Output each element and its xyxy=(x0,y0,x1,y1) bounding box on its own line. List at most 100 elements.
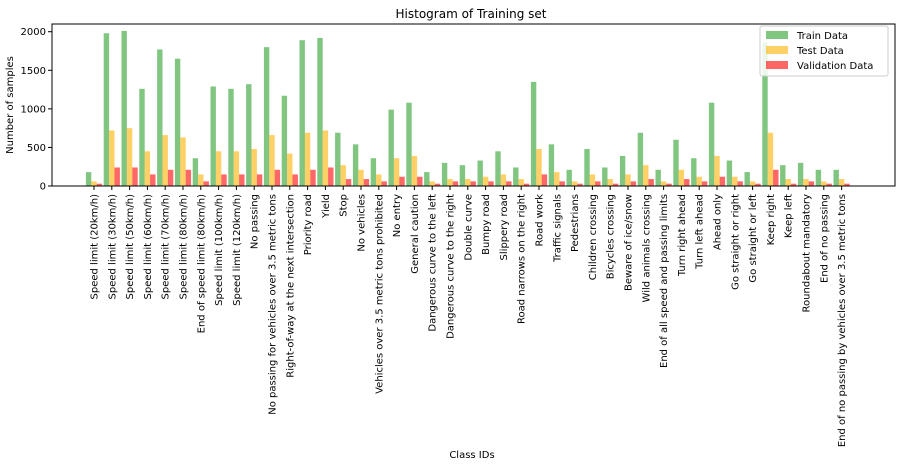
bar-train-data-5 xyxy=(174,58,181,186)
bar-test-data-20 xyxy=(447,179,453,186)
bar-train-data-13 xyxy=(317,37,323,186)
bar-validation-data-26 xyxy=(559,181,565,186)
bar-validation-data-34 xyxy=(701,181,708,186)
bar-validation-data-41 xyxy=(826,183,832,186)
bar-test-data-24 xyxy=(518,179,524,186)
bar-test-data-39 xyxy=(785,179,791,186)
bar-validation-data-14 xyxy=(345,179,352,186)
x-tick-label: Keep right xyxy=(766,194,777,245)
bar-test-data-8 xyxy=(233,151,240,186)
bar-test-data-40 xyxy=(803,179,809,186)
bar-test-data-29 xyxy=(607,179,613,186)
x-tick-label: Dangerous curve to the left xyxy=(428,194,439,332)
legend: Train Data Test Data Validation Data xyxy=(759,25,889,77)
x-tick-label: Stop xyxy=(339,194,350,217)
bar-validation-data-30 xyxy=(630,181,637,186)
bar-validation-data-24 xyxy=(523,183,530,186)
bar-test-data-5 xyxy=(180,137,186,186)
bar-train-data-4 xyxy=(157,49,163,187)
bar-validation-data-27 xyxy=(577,183,583,186)
legend-swatch-test-data xyxy=(766,46,788,54)
bar-train-data-3 xyxy=(139,88,145,186)
x-tick-label: No passing for vehicles over 3.5 metric … xyxy=(268,194,279,415)
bar-validation-data-20 xyxy=(452,181,459,186)
bar-train-data-1 xyxy=(103,33,110,187)
bar-validation-data-11 xyxy=(292,174,298,186)
bar-test-data-31 xyxy=(643,165,649,186)
bar-train-data-28 xyxy=(584,148,590,186)
bar-validation-data-5 xyxy=(185,169,192,186)
bar-train-data-0 xyxy=(85,172,92,186)
x-tick-label: Turn left ahead xyxy=(695,194,706,270)
bar-validation-data-17 xyxy=(399,176,405,186)
plot-frame xyxy=(51,23,896,187)
bar-validation-data-15 xyxy=(363,179,370,186)
bar-validation-data-33 xyxy=(684,179,690,186)
bar-train-data-29 xyxy=(602,167,608,186)
bar-train-data-15 xyxy=(352,144,359,186)
bar-train-data-31 xyxy=(637,132,644,186)
bar-validation-data-21 xyxy=(470,181,476,186)
bar-train-data-7 xyxy=(210,86,216,186)
bar-test-data-4 xyxy=(162,135,168,186)
bar-train-data-37 xyxy=(744,172,750,186)
bars-group xyxy=(85,30,850,187)
x-tick-label: Turn right ahead xyxy=(677,194,688,277)
bar-train-data-40 xyxy=(797,162,804,186)
bar-train-data-25 xyxy=(530,81,537,186)
x-tick-label: Wild animals crossing xyxy=(641,194,652,302)
bar-train-data-33 xyxy=(673,139,679,186)
x-tick-label: No vehicles xyxy=(357,194,368,252)
bar-train-data-30 xyxy=(619,155,626,186)
bar-test-data-42 xyxy=(838,179,845,186)
bar-validation-data-18 xyxy=(417,176,423,186)
legend-box xyxy=(759,25,889,77)
bar-test-data-3 xyxy=(144,151,151,186)
bar-validation-data-7 xyxy=(221,174,227,186)
bar-train-data-2 xyxy=(121,30,127,186)
y-tick-label: 500 xyxy=(27,143,46,154)
x-tick-label: Speed limit (100km/h) xyxy=(214,194,225,306)
bar-validation-data-19 xyxy=(434,183,441,186)
bar-validation-data-32 xyxy=(666,183,672,186)
bar-validation-data-3 xyxy=(150,174,156,186)
bar-train-data-38 xyxy=(762,42,768,187)
legend-label: Train Data xyxy=(796,31,848,42)
bar-test-data-6 xyxy=(198,174,204,186)
bar-train-data-41 xyxy=(815,169,822,186)
x-tick-label: Road narrows on the right xyxy=(517,194,528,324)
bar-validation-data-36 xyxy=(737,181,743,186)
bar-test-data-7 xyxy=(215,151,222,186)
bar-test-data-18 xyxy=(411,155,418,186)
bar-validation-data-10 xyxy=(274,169,281,186)
x-tick-label: Beware of ice/snow xyxy=(624,194,635,291)
bar-validation-data-0 xyxy=(96,183,103,186)
legend-label: Validation Data xyxy=(797,61,873,72)
x-tick-label: End of all speed and passing limits xyxy=(659,194,670,368)
x-tick-label: Go straight or left xyxy=(748,194,759,283)
bar-test-data-22 xyxy=(482,176,489,186)
x-axis-label: Class IDs xyxy=(449,450,494,461)
legend-swatch-validation-data xyxy=(766,61,788,69)
x-tick-label: Children crossing xyxy=(588,194,599,280)
bar-train-data-11 xyxy=(281,95,288,186)
x-tick-label: End of no passing by vehicles over 3.5 m… xyxy=(837,194,848,447)
bar-test-data-21 xyxy=(465,179,471,186)
x-tick-label: Pedestrians xyxy=(570,194,581,252)
bar-train-data-39 xyxy=(780,165,786,186)
bar-validation-data-12 xyxy=(310,169,316,186)
x-tick-label: Speed limit (20km/h) xyxy=(90,194,101,300)
x-tick-label: Road work xyxy=(535,194,546,247)
bar-test-data-26 xyxy=(554,172,560,186)
x-tick-label: Bumpy road xyxy=(481,194,492,255)
y-tick-label: 1000 xyxy=(21,104,46,115)
x-tick-label: Speed limit (30km/h) xyxy=(107,194,118,300)
bar-train-data-42 xyxy=(833,169,839,186)
x-tick-label: Speed limit (60km/h) xyxy=(143,194,154,300)
bar-validation-data-40 xyxy=(808,181,815,186)
bar-validation-data-28 xyxy=(595,181,601,186)
x-tick-label: Speed limit (70km/h) xyxy=(161,194,172,300)
bar-validation-data-39 xyxy=(790,183,797,186)
x-tick-label: No passing xyxy=(250,194,261,249)
